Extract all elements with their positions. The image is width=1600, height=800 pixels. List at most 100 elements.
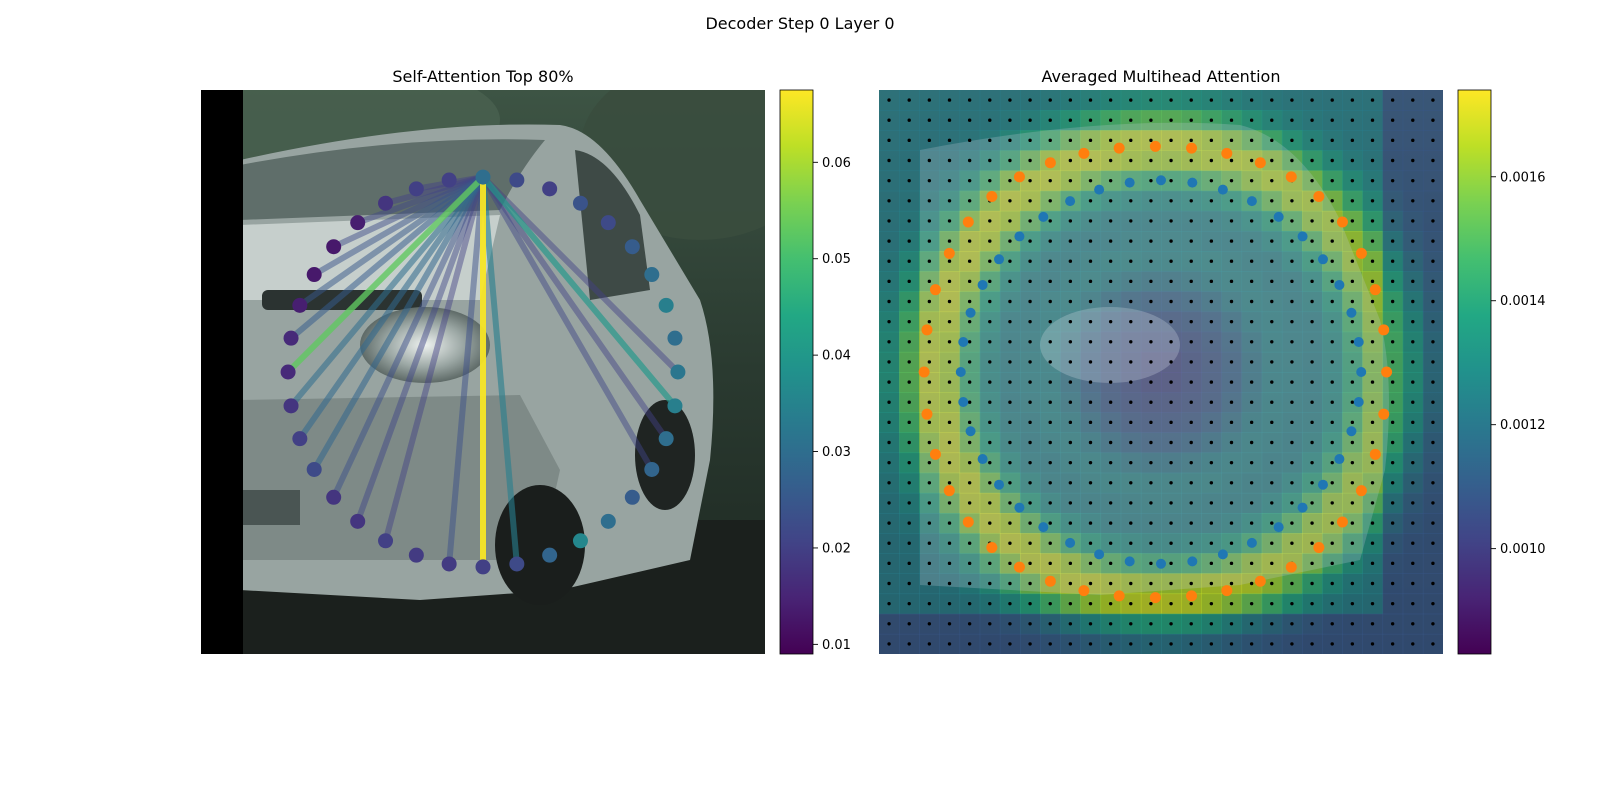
grid-dot [1149, 360, 1153, 364]
grid-dot [1068, 420, 1073, 425]
grid-dot [1431, 219, 1435, 223]
grid-dot [1028, 440, 1032, 445]
contour-point [1014, 231, 1025, 242]
box-point [1378, 324, 1390, 336]
colorbar-tick-label: 0.0012 [1500, 418, 1546, 433]
grid-dot [1270, 601, 1274, 606]
van-rear-wheel [635, 400, 695, 510]
grid-dot [1048, 561, 1052, 566]
ring-point [509, 556, 525, 572]
grid-dot [1390, 138, 1395, 143]
grid-dot [887, 561, 891, 566]
grid-dot [1008, 299, 1012, 304]
grid-dot [1108, 460, 1113, 465]
grid-dot [1088, 521, 1093, 525]
box-point [962, 216, 974, 228]
grid-dot [1249, 622, 1254, 626]
contour-point [1124, 556, 1135, 567]
contour-points [955, 175, 1367, 569]
grid-dot [947, 622, 952, 626]
grid-dot [967, 440, 972, 445]
grid-dot [1229, 601, 1234, 606]
grid-dot [887, 199, 891, 203]
grid-dot [1209, 440, 1214, 445]
grid-dot [927, 601, 932, 606]
grid-dot [907, 400, 911, 404]
grid-dot [1108, 138, 1113, 143]
grid-dot [887, 158, 891, 163]
grid-dot [1169, 178, 1173, 183]
grid-dot [1048, 601, 1052, 606]
van-headlight [360, 307, 490, 383]
grid-dot [1310, 340, 1314, 344]
contour-point [1187, 177, 1198, 188]
grid-dot [1088, 299, 1093, 304]
grid-dot [1370, 178, 1375, 183]
grid-dot [1249, 178, 1254, 183]
grid-dot [1290, 420, 1294, 425]
grid-dot [1169, 642, 1173, 646]
grid-dot [1290, 239, 1294, 243]
attention-line [480, 174, 681, 375]
grid-dot [1149, 501, 1153, 505]
grid-dot [1310, 521, 1314, 525]
grid-dot [1310, 98, 1314, 102]
box-point [986, 541, 998, 553]
grid-dot [1088, 340, 1093, 344]
grid-dot [1068, 299, 1073, 304]
grid-dot [967, 622, 972, 626]
grid-dot [1048, 178, 1052, 183]
grid-dot [1209, 299, 1214, 304]
grid-dot [1310, 380, 1314, 384]
box-point [929, 284, 941, 296]
grid-dot [967, 98, 972, 102]
grid-dot [1149, 601, 1153, 606]
grid-dot [1330, 642, 1334, 646]
grid-dot [1270, 622, 1274, 626]
grid-dot [907, 118, 911, 122]
contour-point [958, 396, 969, 407]
grid-dot [1350, 178, 1355, 183]
grid-dot [1290, 118, 1294, 122]
grid-dot [1129, 259, 1133, 263]
grid-dot [1411, 400, 1415, 404]
grid-dot [1411, 319, 1415, 324]
grid-dot [1350, 400, 1355, 404]
grid-dot [947, 118, 952, 122]
grid-dot [907, 98, 911, 102]
grid-dot [947, 601, 952, 606]
grid-dot [1229, 340, 1234, 344]
ring-point [509, 172, 525, 188]
grid-dot [1108, 521, 1113, 525]
grid-dot [1028, 581, 1032, 586]
contour-point [1346, 426, 1357, 437]
grid-dot [1028, 340, 1032, 344]
grid-dot [1390, 460, 1395, 465]
grid-dot [1108, 158, 1113, 163]
grid-dot [1431, 319, 1435, 324]
grid-dot [907, 158, 911, 163]
grid-dot [1270, 501, 1274, 505]
grid-dot [1390, 622, 1395, 626]
grid-dot [1108, 259, 1113, 263]
contour-point [1014, 502, 1025, 513]
grid-dot [967, 360, 972, 364]
contour-point [977, 279, 988, 290]
grid-dot [1189, 380, 1193, 384]
grid-dot [1048, 138, 1052, 143]
grid-dot [1008, 178, 1012, 183]
grid-dot [1048, 642, 1052, 646]
contour-point [1038, 211, 1049, 222]
grid-dot [927, 420, 932, 425]
grid-dot [1411, 219, 1415, 223]
grid-dot [1431, 98, 1435, 102]
grid-dot [1088, 259, 1093, 263]
grid-dot [1249, 138, 1254, 143]
grid-dot [1149, 299, 1153, 304]
ring-point [600, 513, 616, 529]
license-plate [240, 490, 300, 525]
grid-dot [1249, 420, 1254, 425]
grid-dot [1028, 199, 1032, 203]
attention-line [356, 174, 485, 226]
grid-dot [887, 481, 891, 485]
